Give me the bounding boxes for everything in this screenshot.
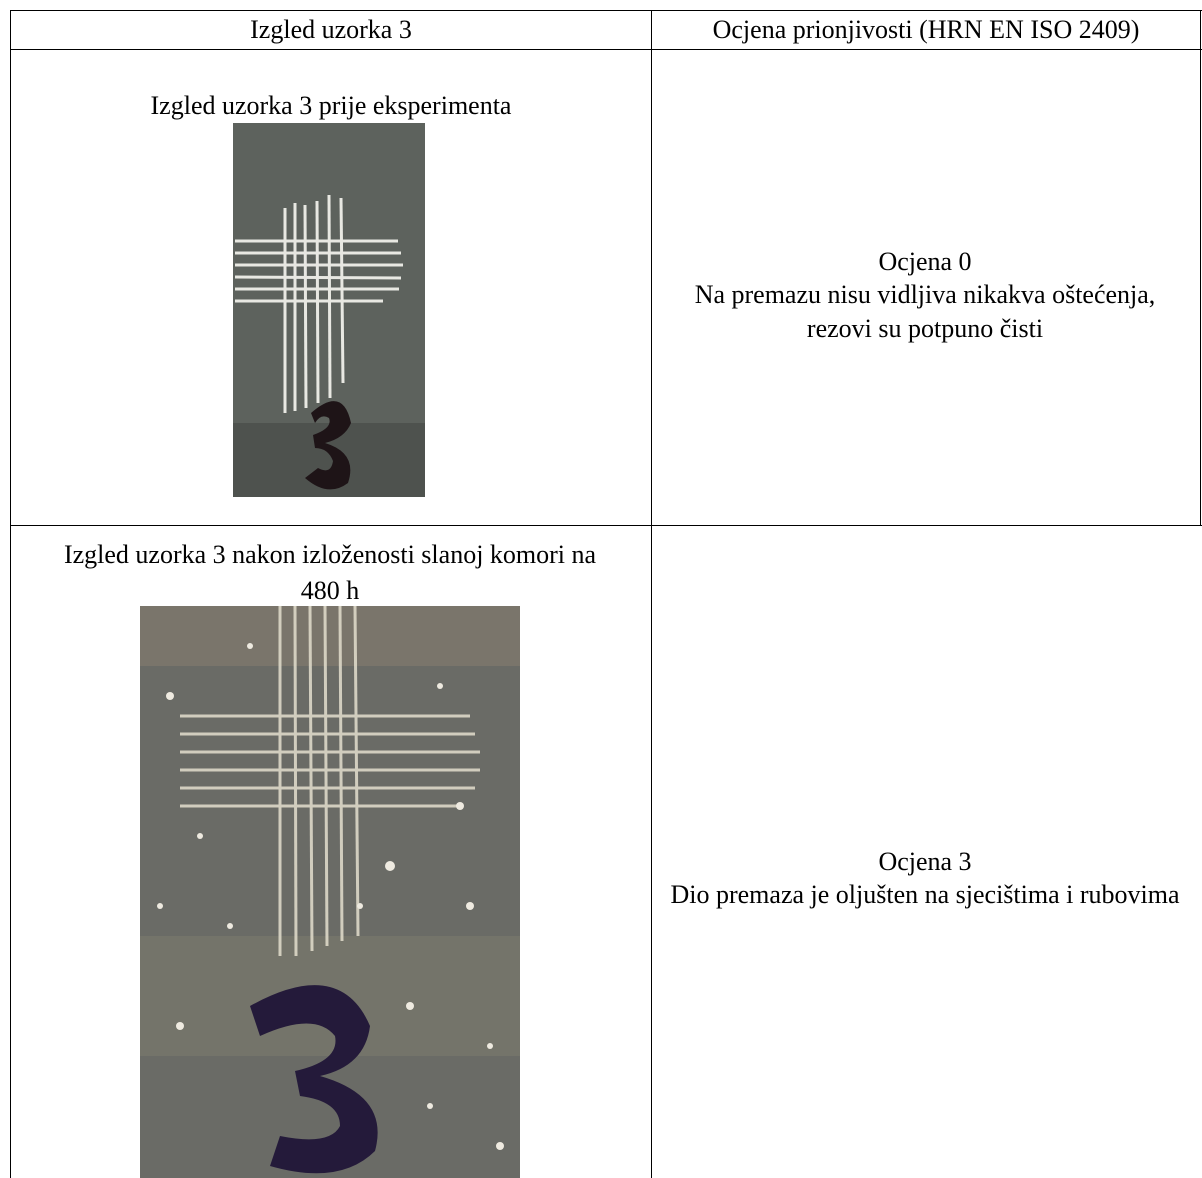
grade-description: Na premazu nisu vidljiva nikakva oštećen… [694, 280, 1156, 343]
grade-description: Dio premaza je oljušten na sjecištima i … [670, 880, 1180, 909]
image-caption: Izgled uzorka 3 nakon izloženosti slanoj… [63, 540, 597, 605]
border [651, 10, 652, 1178]
grade: Ocjena 3 [878, 847, 972, 876]
sample-photo [233, 123, 425, 497]
border [10, 49, 1202, 50]
border [10, 10, 11, 1178]
header-cell: Ocjena prionjivosti (HRN EN ISO 2409) [712, 15, 1140, 44]
border [10, 525, 1202, 526]
border [10, 10, 1202, 11]
image-caption: Izgled uzorka 3 prije eksperimenta [150, 91, 512, 120]
header-cell: Izgled uzorka 3 [250, 15, 412, 44]
border [1200, 10, 1201, 526]
sample-photo [140, 606, 520, 1178]
grade: Ocjena 0 [878, 247, 972, 276]
